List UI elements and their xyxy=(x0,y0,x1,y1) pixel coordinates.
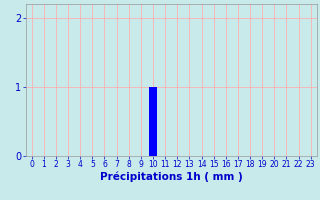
Bar xyxy=(149,87,157,156)
X-axis label: Précipitations 1h ( mm ): Précipitations 1h ( mm ) xyxy=(100,172,243,182)
